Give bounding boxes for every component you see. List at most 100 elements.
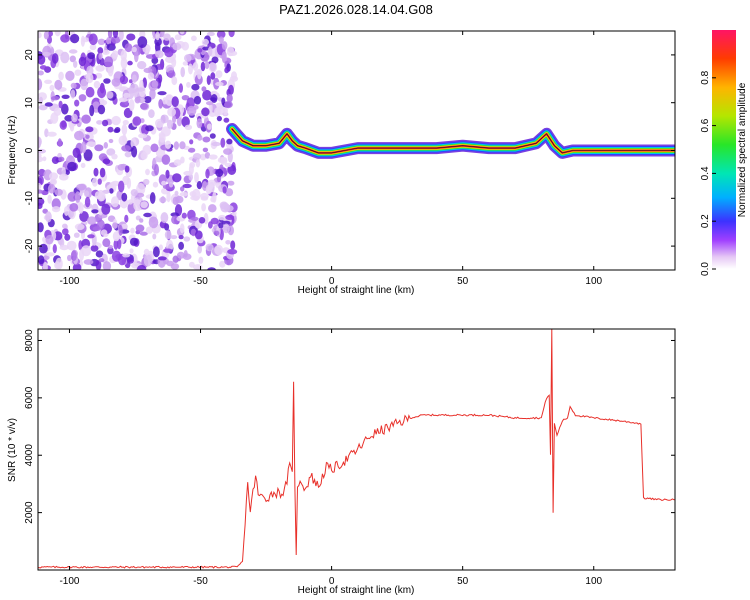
- noise-speck: [225, 214, 235, 220]
- noise-speck: [42, 156, 47, 162]
- noise-speck: [38, 137, 41, 149]
- noise-speck: [153, 246, 160, 258]
- noise-speck: [44, 79, 53, 85]
- snr-y-tick-label: 2000: [24, 501, 35, 524]
- noise-speck: [129, 248, 134, 254]
- colorbar-tick-label: 0.8: [700, 70, 711, 84]
- noise-speck: [160, 212, 169, 224]
- noise-speck: [145, 125, 154, 132]
- noise-speck: [143, 178, 150, 186]
- noise-speck: [140, 201, 148, 209]
- noise-speck: [65, 70, 75, 81]
- noise-speck: [49, 178, 58, 186]
- noise-speck: [99, 98, 105, 104]
- noise-speck: [45, 234, 54, 245]
- noise-speck: [225, 240, 231, 245]
- noise-speck: [166, 260, 175, 267]
- snr-x-tick-label: -100: [59, 576, 79, 587]
- noise-speck: [118, 31, 124, 41]
- noise-speck: [221, 51, 227, 62]
- noise-speck: [186, 105, 197, 116]
- noise-speck: [209, 133, 216, 139]
- noise-speck: [180, 186, 185, 192]
- noise-speck: [86, 141, 96, 147]
- noise-speck: [167, 107, 177, 117]
- noise-speck: [39, 243, 48, 254]
- noise-speck: [160, 114, 169, 124]
- noise-speck: [216, 115, 222, 122]
- noise-speck: [172, 115, 177, 124]
- noise-speck: [224, 162, 232, 168]
- noise-speck: [214, 107, 222, 116]
- noise-speck: [111, 180, 120, 187]
- noise-speck: [157, 91, 167, 96]
- spectrogram-x-tick-label: -100: [59, 276, 79, 287]
- noise-speck: [130, 189, 138, 197]
- noise-speck: [69, 55, 77, 63]
- noise-speck: [75, 191, 81, 203]
- spectrogram-x-tick-label: 100: [585, 276, 602, 287]
- noise-speck: [205, 168, 210, 179]
- noise-speck: [50, 96, 60, 101]
- noise-speck: [134, 50, 139, 63]
- noise-speck: [38, 197, 45, 206]
- noise-speck: [165, 94, 172, 101]
- noise-speck: [107, 126, 114, 133]
- noise-speck: [194, 230, 203, 240]
- noise-speck: [76, 183, 87, 191]
- noise-speck: [166, 190, 171, 203]
- noise-speck: [51, 53, 59, 64]
- noise-speck: [211, 141, 221, 147]
- colorbar-label: Normalized spectral amplitude: [737, 82, 748, 217]
- noise-speck: [139, 218, 144, 223]
- noise-speck: [195, 159, 201, 168]
- noise-speck: [199, 153, 207, 161]
- noise-speck: [93, 167, 99, 177]
- spectrogram-y-tick-label: 20: [24, 49, 35, 61]
- noise-speck: [163, 248, 173, 253]
- snr-panel: -100 -50 0 50 100 2000 4000 6000 8000 Height of…: [7, 328, 676, 596]
- noise-speck: [190, 216, 199, 221]
- noise-speck: [210, 94, 218, 103]
- noise-speck: [87, 234, 95, 239]
- noise-speck: [85, 72, 94, 84]
- snr-y-tick-label: 4000: [24, 444, 35, 467]
- noise-speck: [157, 256, 167, 261]
- noise-speck: [209, 62, 216, 72]
- noise-speck: [80, 35, 85, 47]
- spectrogram-y-ticks: -20 -10 0 10 20: [24, 49, 675, 253]
- noise-speck: [107, 246, 114, 255]
- noise-speck: [198, 256, 204, 264]
- noise-speck: [51, 206, 61, 213]
- noise-speck: [38, 54, 46, 65]
- noise-speck: [131, 145, 138, 158]
- noise-speck: [186, 97, 195, 108]
- noise-speck: [174, 190, 179, 196]
- noise-speck: [198, 217, 206, 224]
- noise-speck: [94, 144, 104, 152]
- noise-speck: [83, 259, 94, 265]
- noise-speck: [221, 41, 228, 50]
- noise-speck: [135, 224, 145, 233]
- noise-speck: [186, 81, 191, 88]
- noise-speck: [111, 115, 121, 126]
- noise-speck: [140, 103, 148, 110]
- noise-speck: [166, 119, 174, 129]
- colorbar-tick-label: 0.2: [700, 214, 711, 228]
- noise-speck: [42, 51, 51, 57]
- noise-speck: [47, 183, 56, 194]
- noise-speck: [126, 33, 136, 41]
- colorbar-gradient: [712, 30, 736, 269]
- noise-speck: [81, 114, 91, 124]
- noise-speck: [98, 52, 103, 60]
- noise-speck: [189, 191, 197, 197]
- noise-speck: [139, 231, 148, 236]
- spectrogram-x-tick-label: 50: [457, 276, 469, 287]
- noise-speck: [134, 96, 141, 104]
- noise-speck: [38, 255, 45, 265]
- noise-speck: [222, 223, 230, 234]
- noise-speck: [181, 41, 189, 51]
- noise-speck: [118, 97, 128, 103]
- noise-speck: [231, 71, 237, 80]
- spectrogram-y-tick-label: -10: [24, 191, 35, 206]
